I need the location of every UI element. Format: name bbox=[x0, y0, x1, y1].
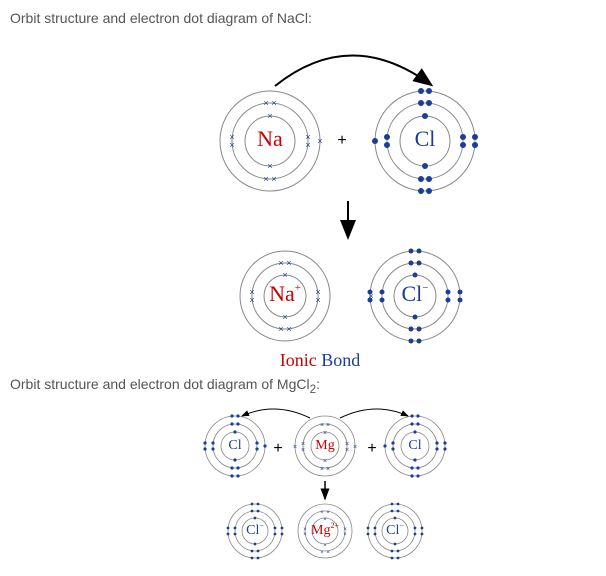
svg-text:Mg: Mg bbox=[315, 438, 334, 453]
arrow-left bbox=[242, 409, 310, 418]
svg-text:×: × bbox=[323, 543, 327, 549]
nacl-diagram: Na ×× ×× ×× ×× ×× × + Cl bbox=[10, 36, 606, 376]
svg-text:×: × bbox=[263, 174, 268, 184]
svg-text:×: × bbox=[320, 510, 324, 516]
cl-left: Cl bbox=[203, 414, 266, 477]
plus-symbol: + bbox=[337, 132, 346, 149]
cl-right: Cl bbox=[383, 414, 446, 477]
svg-text:×: × bbox=[271, 174, 276, 184]
svg-text:Cl: Cl bbox=[408, 438, 421, 453]
title-nacl: Orbit structure and electron dot diagram… bbox=[10, 10, 606, 26]
na-label: Na bbox=[257, 126, 283, 151]
cl-label: Cl bbox=[415, 126, 436, 151]
svg-text:×: × bbox=[263, 98, 268, 108]
title-mgcl2: Orbit structure and electron dot diagram… bbox=[10, 376, 606, 396]
bond-label: Ionic Bond bbox=[280, 350, 361, 370]
svg-text:Mg2+: Mg2+ bbox=[311, 521, 339, 538]
cl-atom: Cl bbox=[372, 88, 478, 194]
plus2: + bbox=[367, 440, 376, 457]
cl-ion-label: Cl− bbox=[401, 281, 428, 306]
mgcl2-diagram: Cl + Mg ×× ×× ×× ×× ×× ×× + bbox=[10, 406, 606, 566]
svg-text:×: × bbox=[267, 161, 272, 171]
svg-text:×: × bbox=[305, 140, 310, 150]
na-atom: Na ×× ×× ×× ×× ×× × bbox=[220, 91, 323, 191]
svg-text:×: × bbox=[326, 466, 330, 473]
arrow-right bbox=[340, 409, 408, 418]
svg-text:×: × bbox=[286, 258, 291, 268]
svg-text:×: × bbox=[320, 466, 324, 473]
svg-text:×: × bbox=[303, 532, 307, 538]
svg-text:×: × bbox=[315, 295, 320, 305]
mg-ion: Mg2+ ×× ×× ×× ×× ×× bbox=[298, 504, 352, 558]
svg-text:×: × bbox=[353, 444, 357, 451]
svg-text:×: × bbox=[278, 324, 283, 334]
cl-ion-right: Cl− bbox=[367, 502, 424, 559]
na-ion-label: Na+ bbox=[269, 281, 301, 306]
svg-text:×: × bbox=[323, 430, 327, 437]
svg-text:×: × bbox=[326, 550, 330, 556]
svg-text:×: × bbox=[286, 324, 291, 334]
mg-atom: Mg ×× ×× ×× ×× ×× ×× bbox=[293, 416, 357, 476]
svg-text:×: × bbox=[320, 422, 324, 429]
svg-text:×: × bbox=[282, 312, 287, 322]
na-ion: Na+ ×× ×× ×× ×× ×× bbox=[240, 251, 330, 341]
svg-text:×: × bbox=[343, 532, 347, 538]
svg-text:×: × bbox=[282, 270, 287, 280]
svg-text:×: × bbox=[326, 510, 330, 516]
svg-text:×: × bbox=[345, 447, 349, 454]
svg-text:Cl−: Cl− bbox=[246, 521, 264, 538]
plus1: + bbox=[273, 440, 282, 457]
svg-text:×: × bbox=[278, 258, 283, 268]
svg-text:×: × bbox=[249, 295, 254, 305]
svg-text:Cl−: Cl− bbox=[386, 521, 404, 538]
svg-text:×: × bbox=[267, 111, 272, 121]
transfer-arrow bbox=[275, 55, 430, 86]
cl-ion-left: Cl− bbox=[227, 502, 284, 559]
svg-text:×: × bbox=[317, 136, 322, 146]
svg-text:×: × bbox=[271, 98, 276, 108]
svg-text:×: × bbox=[368, 291, 373, 301]
svg-text:×: × bbox=[229, 140, 234, 150]
svg-text:×: × bbox=[301, 447, 305, 454]
cl-ion: Cl− × bbox=[368, 249, 463, 344]
svg-text:×: × bbox=[326, 422, 330, 429]
svg-text:×: × bbox=[323, 517, 327, 523]
svg-text:×: × bbox=[323, 458, 327, 465]
svg-text:Cl: Cl bbox=[228, 438, 241, 453]
svg-text:×: × bbox=[293, 444, 297, 451]
svg-text:×: × bbox=[320, 550, 324, 556]
